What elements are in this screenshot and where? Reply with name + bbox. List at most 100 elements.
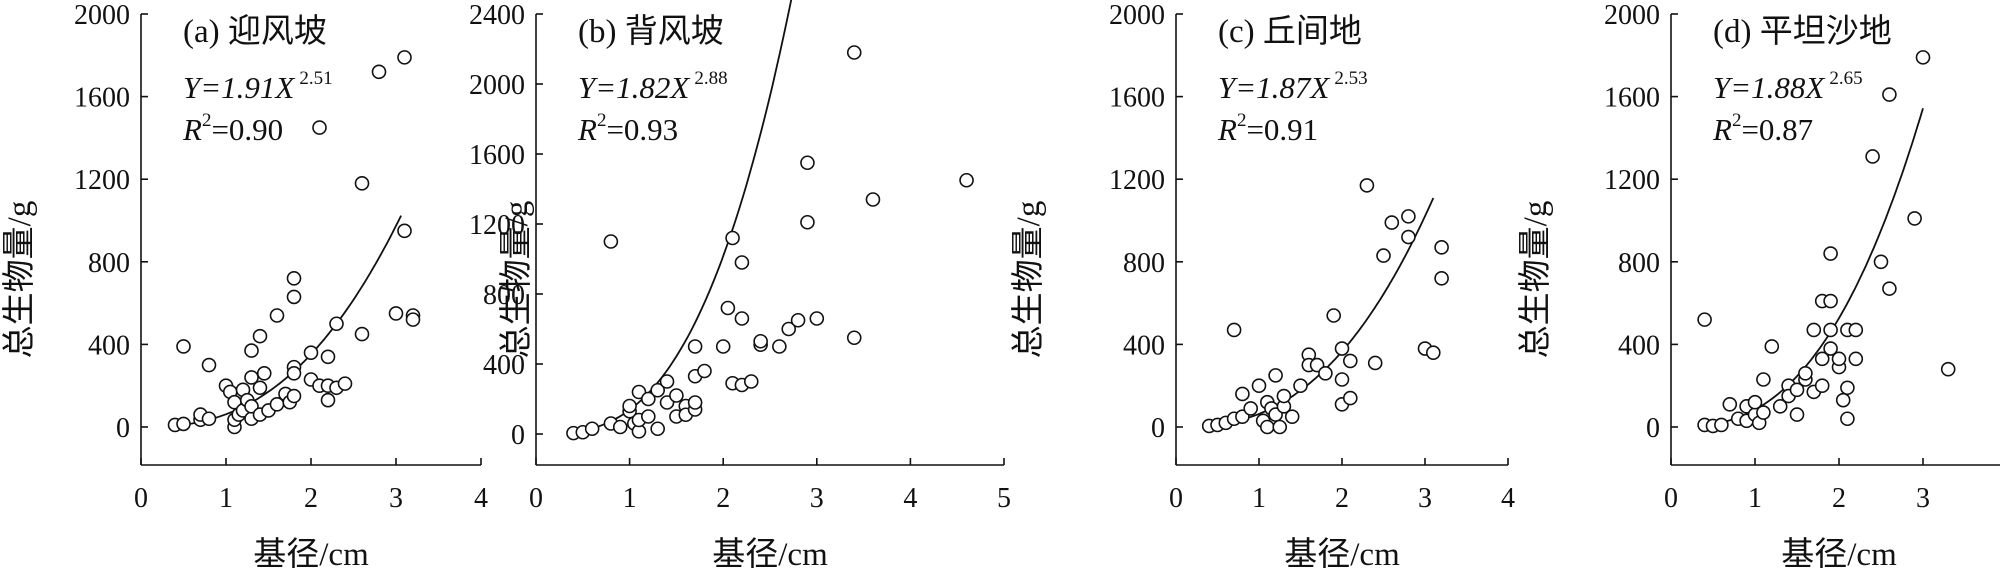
data-point: [1226, 322, 1242, 338]
y-tick-label: 800: [1618, 248, 1660, 279]
fit-equation: Y=1.91X 2.51: [183, 68, 333, 105]
data-point: [1434, 271, 1449, 286]
data-point: [354, 176, 370, 191]
r-squared: R2=0.91: [1217, 110, 1318, 147]
y-tick-label: 2000: [74, 0, 130, 31]
data-point: [584, 421, 600, 437]
fit-curve: [1704, 108, 1924, 427]
data-point: [734, 255, 750, 270]
data-point: [809, 311, 825, 326]
x-tick-label: 0: [1169, 483, 1183, 514]
y-tick-label: 2400: [469, 0, 525, 31]
x-axis-title: 基径/cm: [1284, 536, 1400, 573]
data-point: [1940, 361, 1956, 377]
y-tick-label: 2000: [1109, 0, 1165, 31]
data-point: [1434, 240, 1449, 255]
x-tick-label: 2: [716, 483, 730, 514]
data-point: [329, 316, 344, 332]
data-point: [1915, 50, 1931, 65]
r-squared: R2=0.90: [182, 110, 283, 147]
data-point: [659, 374, 675, 389]
y-tick-label: 400: [483, 350, 525, 381]
data-point: [687, 339, 703, 354]
fit-curve: [573, 0, 793, 434]
data-point: [781, 321, 797, 337]
data-point: [176, 339, 191, 354]
data-point: [397, 223, 412, 239]
data-point: [612, 419, 628, 435]
panel-title: (c) 丘间地: [1218, 13, 1362, 50]
y-tick-label: 0: [1151, 413, 1165, 444]
data-point: [959, 172, 974, 188]
data-point: [1401, 229, 1416, 245]
data-point: [1848, 322, 1864, 338]
data-point: [269, 308, 285, 323]
data-point: [286, 366, 302, 381]
panel-title: (d) 平坦沙地: [1713, 13, 1892, 50]
data-point: [1907, 211, 1922, 226]
data-point: [1823, 246, 1838, 261]
x-tick-label: 4: [1501, 483, 1515, 514]
x-tick-label: 1: [219, 483, 233, 514]
data-point: [1251, 378, 1267, 394]
x-axis-title: 基径/cm: [1781, 536, 1897, 573]
r-squared: R2=0.93: [577, 110, 678, 147]
x-tick-label: 3: [1418, 483, 1432, 514]
x-tick-label: 2: [304, 483, 318, 514]
data-point: [1806, 322, 1822, 338]
data-point: [743, 374, 759, 389]
data-point: [1873, 254, 1889, 270]
data-point: [244, 343, 259, 358]
data-point: [846, 330, 862, 346]
x-tick-label: 1: [623, 483, 637, 514]
data-point: [1276, 388, 1292, 404]
panel-title: (b) 背风坡: [578, 13, 724, 50]
data-point: [1823, 293, 1838, 309]
x-tick-label: 5: [997, 483, 1011, 514]
data-point: [286, 271, 302, 286]
data-point: [354, 326, 370, 342]
data-point: [1756, 372, 1771, 387]
data-point: [1772, 399, 1788, 414]
y-axis-title: 总生物量/g: [1010, 201, 1047, 359]
y-tick-label: 800: [88, 248, 130, 279]
x-tick-label: 1: [1748, 483, 1762, 514]
panel-title: (a) 迎风坡: [183, 13, 327, 50]
data-point: [1318, 366, 1333, 381]
x-tick-label: 2: [1832, 483, 1846, 514]
x-tick-label: 3: [389, 483, 403, 514]
x-tick-label: 0: [134, 483, 148, 514]
y-tick-label: 1200: [1109, 165, 1165, 196]
data-point: [1235, 386, 1250, 402]
data-point: [1343, 390, 1358, 406]
data-point: [397, 50, 412, 65]
data-point: [312, 120, 327, 135]
x-axis-title: 基径/cm: [712, 536, 828, 573]
y-tick-label: 1600: [74, 83, 130, 114]
data-point: [1243, 401, 1258, 416]
data-point: [650, 382, 665, 398]
data-point: [176, 416, 191, 432]
data-point: [1426, 345, 1441, 360]
panel-b: 0 1 2 3 4 5 0 400 800 1200 1600 2000 2400 基径/cm 总生物量/g…: [469, 0, 1011, 573]
data-point: [201, 411, 217, 427]
data-point: [1359, 178, 1375, 193]
data-point: [790, 312, 806, 328]
data-point: [201, 357, 217, 373]
y-tick-label: 2000: [1604, 0, 1660, 31]
y-tick-label: 400: [1618, 330, 1660, 361]
y-tick-label: 400: [1123, 330, 1165, 361]
data-point: [244, 370, 259, 385]
data-point: [371, 64, 387, 80]
data-point: [252, 380, 268, 396]
data-point: [1293, 378, 1308, 394]
y-tick-label: 800: [483, 280, 525, 311]
data-point: [320, 349, 336, 365]
data-point: [286, 388, 302, 404]
y-tick-label: 400: [88, 330, 130, 361]
x-tick-label: 0: [529, 483, 543, 514]
data-point: [772, 339, 787, 354]
data-point: [1823, 341, 1838, 356]
data-point: [641, 391, 656, 407]
data-point: [286, 289, 302, 305]
